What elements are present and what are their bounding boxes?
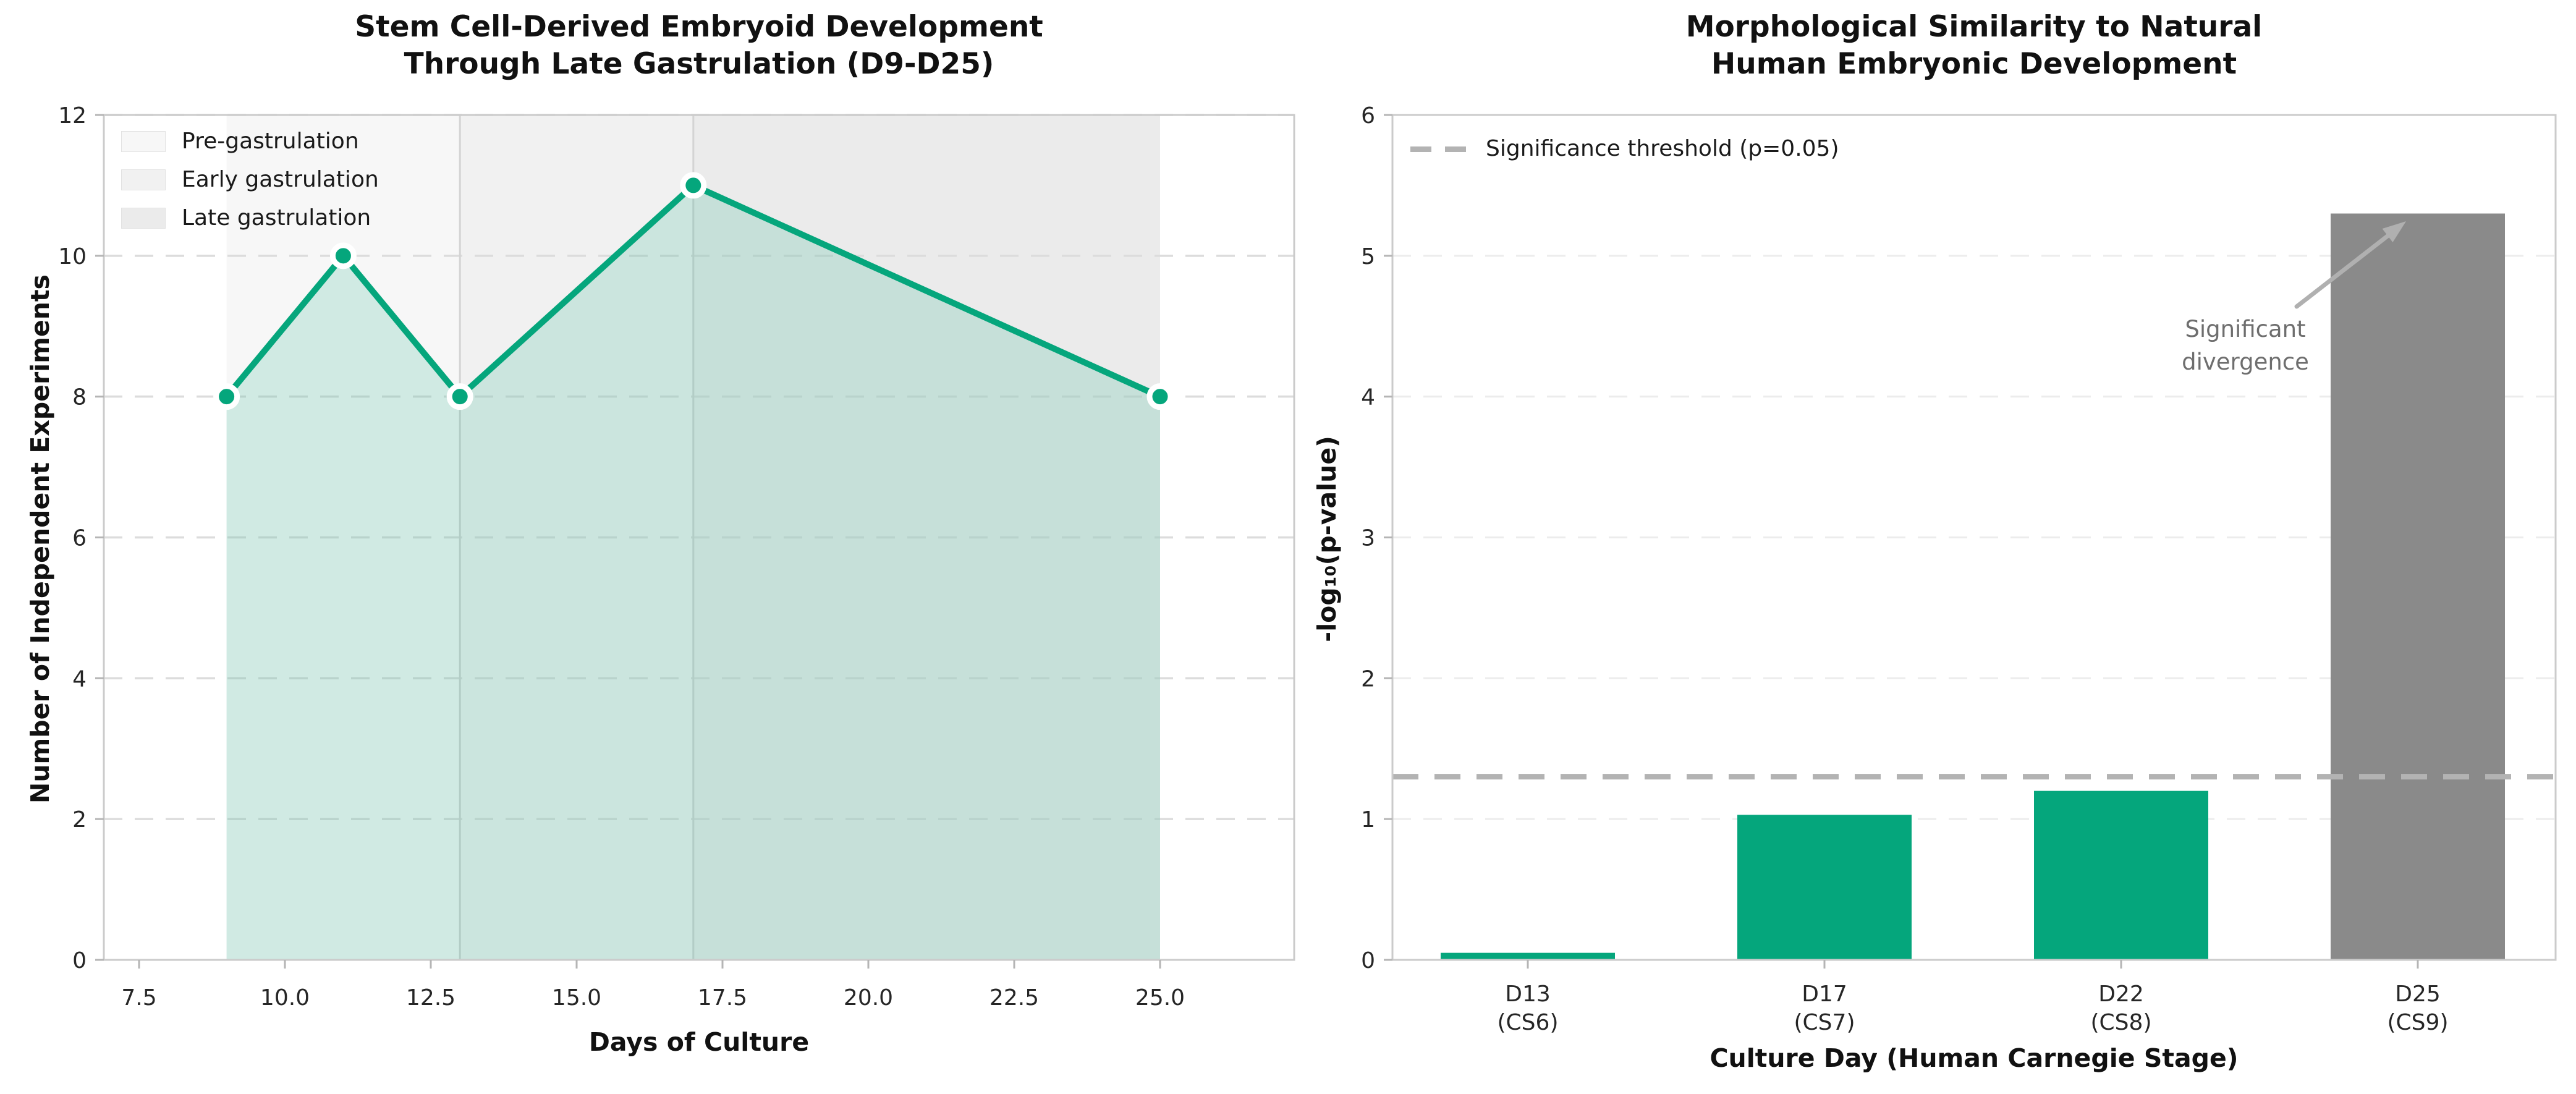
right-chart-legend: Significance threshold (p=0.05) bbox=[1410, 137, 1839, 161]
x-tick-label-day: D13 bbox=[1505, 982, 1551, 1007]
x-tick-label: 15.0 bbox=[552, 985, 601, 1011]
right-chart-title: Morphological Similarity to Natural Huma… bbox=[1685, 10, 2263, 81]
data-point-d25 bbox=[1146, 383, 1174, 410]
pre-gastrulation-swatch bbox=[121, 131, 166, 152]
legend-item-significance-threshold: Significance threshold (p=0.05) bbox=[1410, 137, 1839, 161]
y-tick-label: 6 bbox=[1361, 103, 1375, 129]
legend-item-late-gastrulation: Late gastrulation bbox=[121, 206, 379, 230]
late-gastrulation-swatch bbox=[121, 208, 166, 229]
y-tick-label: 4 bbox=[1361, 385, 1375, 410]
annotation-arrow-head bbox=[2382, 221, 2406, 242]
x-tick-label: 17.5 bbox=[698, 985, 747, 1011]
right-chart-xlabel: Culture Day (Human Carnegie Stage) bbox=[1710, 1043, 2239, 1073]
legend-label: Late gastrulation bbox=[182, 205, 371, 231]
y-tick-label: 0 bbox=[72, 948, 87, 973]
y-tick-label: 12 bbox=[58, 103, 87, 129]
x-tick-label-stage: (CS8) bbox=[2091, 1010, 2152, 1035]
y-tick-label: 0 bbox=[1361, 948, 1375, 973]
y-tick-label: 5 bbox=[1361, 244, 1375, 269]
y-tick-label: 8 bbox=[72, 385, 87, 410]
x-tick-label: 10.0 bbox=[260, 985, 310, 1011]
legend-item-early-gastrulation: Early gastrulation bbox=[121, 168, 379, 192]
data-point-d13 bbox=[446, 383, 473, 410]
bar-d13 bbox=[1441, 952, 1615, 960]
x-tick-label: 20.0 bbox=[844, 985, 893, 1011]
x-tick-label-day: D17 bbox=[1802, 982, 1847, 1007]
x-tick-label-stage: (CS9) bbox=[2387, 1010, 2449, 1035]
significant-divergence-annotation: Significant divergence bbox=[2182, 316, 2309, 375]
data-point-d11 bbox=[329, 242, 357, 269]
legend-label: Pre-gastrulation bbox=[182, 129, 359, 154]
series-area-fill bbox=[226, 185, 1161, 960]
legend-item-pre-gastrulation: Pre-gastrulation bbox=[121, 130, 379, 153]
y-tick-label: 2 bbox=[1361, 666, 1375, 692]
annotation-arrow-shaft bbox=[2294, 231, 2393, 309]
bar-d17 bbox=[1737, 815, 1912, 960]
y-tick-label: 2 bbox=[72, 807, 87, 833]
x-tick-label: 7.5 bbox=[121, 985, 156, 1011]
right-chart-ylabel: -log₁₀(p-value) bbox=[1312, 436, 1342, 642]
left-chart-title: Stem Cell-Derived Embryoid Development T… bbox=[355, 10, 1043, 81]
legend-label: Early gastrulation bbox=[182, 167, 379, 192]
x-tick-label-day: D25 bbox=[2395, 982, 2441, 1007]
dashed-line-sample bbox=[1410, 146, 1470, 152]
x-tick-label-day: D22 bbox=[2098, 982, 2144, 1007]
y-tick-label: 6 bbox=[72, 526, 87, 551]
y-tick-label: 3 bbox=[1361, 526, 1375, 551]
x-tick-label: 22.5 bbox=[989, 985, 1039, 1011]
x-tick-label-stage: (CS6) bbox=[1498, 1010, 1559, 1035]
x-tick-label: 25.0 bbox=[1135, 985, 1185, 1011]
left-chart-ylabel: Number of Independent Experiments bbox=[25, 274, 55, 804]
y-tick-label: 1 bbox=[1361, 807, 1375, 833]
data-point-d17 bbox=[680, 172, 707, 199]
bar-d25 bbox=[2331, 213, 2505, 960]
x-tick-label-stage: (CS7) bbox=[1794, 1010, 1855, 1035]
x-tick-label: 12.5 bbox=[406, 985, 455, 1011]
data-point-d9 bbox=[213, 383, 240, 410]
bar-d22 bbox=[2034, 791, 2208, 960]
early-gastrulation-swatch bbox=[121, 169, 166, 190]
y-tick-label: 10 bbox=[58, 244, 87, 269]
legend-label: Significance threshold (p=0.05) bbox=[1486, 136, 1839, 161]
left-chart-xlabel: Days of Culture bbox=[588, 1027, 810, 1057]
left-chart-legend: Pre-gastrulation Early gastrulation Late… bbox=[121, 130, 379, 230]
y-tick-label: 4 bbox=[72, 666, 87, 692]
